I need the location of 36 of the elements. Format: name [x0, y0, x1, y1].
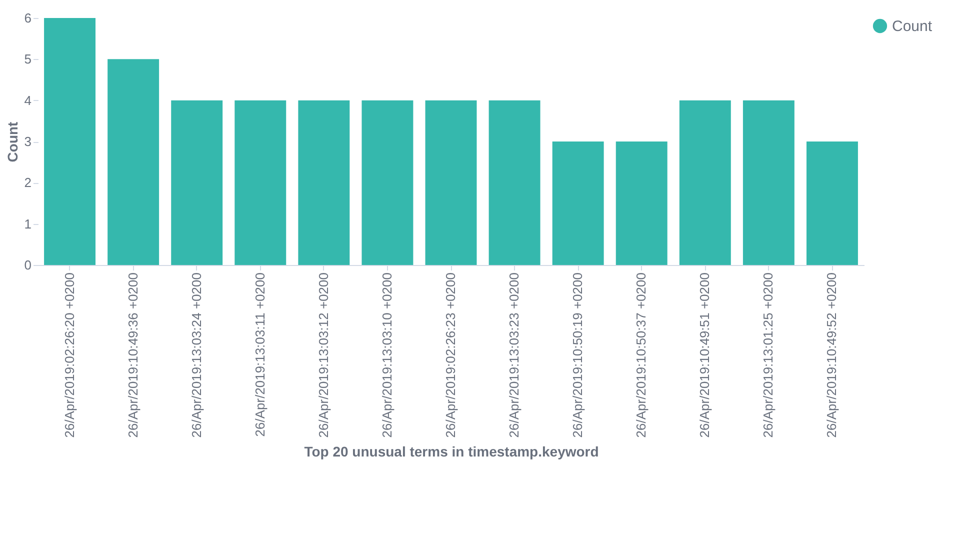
y-tick-label: 6: [24, 10, 32, 26]
bar: [44, 18, 96, 265]
bar: [616, 142, 668, 265]
x-tick-label: 26/Apr/2019:10:49:36 +0200: [125, 272, 140, 438]
bar: [108, 59, 160, 265]
bar: [552, 142, 604, 265]
bar: [234, 100, 286, 265]
x-tick-label: 26/Apr/2019:02:26:23 +0200: [443, 272, 458, 438]
bar: [425, 100, 477, 265]
x-tick-label: 26/Apr/2019:13:03:12 +0200: [316, 272, 331, 438]
x-tick-label: 26/Apr/2019:02:26:20 +0200: [62, 272, 77, 438]
bar: [742, 100, 794, 265]
x-tick-label: 26/Apr/2019:13:03:11 +0200: [252, 272, 268, 437]
x-tick-label: 26/Apr/2019:10:49:52 +0200: [824, 272, 840, 438]
y-tick-label: 4: [24, 92, 32, 108]
bar: [362, 100, 414, 265]
y-tick-label: 1: [24, 216, 32, 232]
x-tick-label: 26/Apr/2019:10:50:37 +0200: [634, 272, 649, 438]
bar: [806, 142, 858, 265]
x-tick-label: 26/Apr/2019:10:49:51 +0200: [697, 272, 712, 438]
bar: [171, 100, 223, 265]
bar: [298, 100, 350, 265]
y-axis-title: Count: [4, 121, 20, 162]
x-tick-label: 26/Apr/2019:10:50:19 +0200: [570, 272, 586, 438]
y-tick-label: 5: [24, 52, 32, 67]
x-tick-label: 26/Apr/2019:13:03:23 +0200: [506, 272, 522, 438]
y-tick-label: 0: [24, 258, 32, 272]
y-tick-label: 3: [24, 134, 32, 149]
x-tick-label: 26/Apr/2019:13:03:24 +0200: [188, 272, 204, 438]
y-tick-label: 2: [24, 175, 32, 190]
x-tick-label: 26/Apr/2019:13:03:10 +0200: [379, 272, 394, 438]
x-tick-label: 26/Apr/2019:13:01:25 +0200: [760, 272, 776, 438]
bar: [488, 100, 540, 265]
bar: [679, 100, 731, 265]
x-axis-title: Top 20 unusual terms in timestamp.keyword: [304, 444, 599, 460]
legend-label: Count: [892, 18, 933, 35]
